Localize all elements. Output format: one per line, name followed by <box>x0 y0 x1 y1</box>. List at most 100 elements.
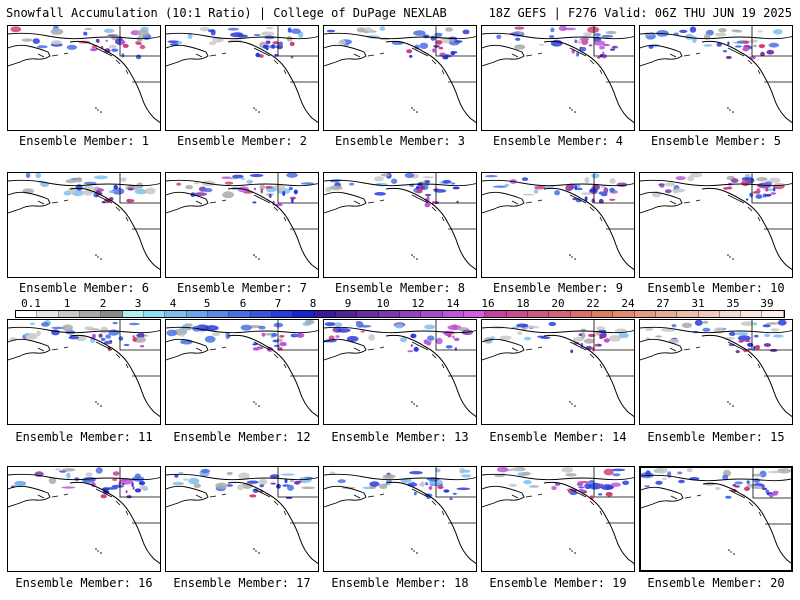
colorbar-swatch <box>463 311 486 317</box>
ensemble-member-map <box>481 172 635 278</box>
ensemble-member-map <box>7 466 161 572</box>
colorbar-tick-label: 5 <box>203 297 211 310</box>
colorbar-tick-label: 8 <box>309 297 317 310</box>
colorbar-tick-label: 35 <box>726 297 740 310</box>
ensemble-member-map <box>639 25 793 131</box>
colorbar-swatch <box>698 311 720 317</box>
colorbar-tick-label: 39 <box>760 297 774 310</box>
colorbar-tick-label: 16 <box>481 297 495 310</box>
colorbar-tick-label: 14 <box>446 297 460 310</box>
colorbar-swatch <box>613 311 635 317</box>
colorbar-tick-label: 31 <box>691 297 705 310</box>
colorbar-tick-label: 12 <box>411 297 425 310</box>
ensemble-member-caption: Ensemble Member: 3 <box>334 134 466 148</box>
ensemble-member-map <box>639 172 793 278</box>
ensemble-member-caption: Ensemble Member: 5 <box>650 134 782 148</box>
colorbar-swatch <box>101 311 123 317</box>
ensemble-member-map <box>481 319 635 425</box>
colorbar-swatch <box>143 311 166 317</box>
colorbar-tick-label: 0.1 <box>21 297 41 310</box>
ensemble-member-map <box>165 319 319 425</box>
colorbar-tick-label: 3 <box>134 297 142 310</box>
ensemble-member-map <box>165 466 319 572</box>
ensemble-member-map <box>7 25 161 131</box>
ensemble-member-caption: Ensemble Member: 18 <box>331 576 469 590</box>
ensemble-member-map <box>7 319 161 425</box>
colorbar-swatch <box>399 311 422 317</box>
ensemble-member-caption: Ensemble Member: 19 <box>489 576 627 590</box>
colorbar-swatch <box>229 311 251 317</box>
colorbar-swatch <box>293 311 315 317</box>
ensemble-member-map <box>481 466 635 572</box>
colorbar-tick-label: 27 <box>656 297 670 310</box>
ensemble-member-caption: Ensemble Member: 9 <box>492 281 624 295</box>
colorbar-swatch <box>762 311 784 317</box>
colorbar-swatch <box>335 311 358 317</box>
ensemble-member-caption: Ensemble Member: 11 <box>15 430 153 444</box>
colorbar-swatch <box>357 311 379 317</box>
colorbar-swatch <box>314 311 336 317</box>
colorbar-tick-label: 1 <box>63 297 71 310</box>
colorbar-swatch <box>719 311 742 317</box>
colorbar-swatch <box>250 311 272 317</box>
colorbar-swatch <box>378 311 400 317</box>
ensemble-member-caption: Ensemble Member: 6 <box>18 281 150 295</box>
chart-title: Snowfall Accumulation (10:1 Ratio) | Col… <box>6 6 447 20</box>
model-run-info: 18Z GEFS | F276 Valid: 06Z THU JUN 19 20… <box>488 6 792 20</box>
colorbar-swatch <box>677 311 699 317</box>
colorbar-swatch <box>165 311 187 317</box>
ensemble-member-map <box>639 319 793 425</box>
colorbar-swatch <box>485 311 507 317</box>
ensemble-member-caption: Ensemble Member: 2 <box>176 134 308 148</box>
ensemble-member-caption: Ensemble Member: 17 <box>173 576 311 590</box>
colorbar-swatch <box>549 311 571 317</box>
colorbar-tick-label: 18 <box>516 297 530 310</box>
ensemble-member-map <box>323 25 477 131</box>
snowfall-colorbar: 0.1 1 2 3 4 5 6 7 8 9 10 12 14 16 18 20 22 24 27 31 35 39 <box>15 298 785 322</box>
colorbar-swatch <box>271 311 294 317</box>
colorbar-swatch <box>655 311 678 317</box>
colorbar-swatch <box>570 311 592 317</box>
ensemble-member-map <box>323 319 477 425</box>
colorbar-swatch <box>207 311 230 317</box>
colorbar-tick-label: 9 <box>344 297 352 310</box>
ensemble-member-caption: Ensemble Member: 12 <box>173 430 311 444</box>
ensemble-member-caption: Ensemble Member: 20 <box>647 576 785 590</box>
ensemble-member-map <box>165 25 319 131</box>
ensemble-member-caption: Ensemble Member: 15 <box>647 430 785 444</box>
ensemble-member-map <box>7 172 161 278</box>
ensemble-member-map <box>481 25 635 131</box>
colorbar-swatch <box>58 311 80 317</box>
colorbar-swatch <box>16 311 38 317</box>
colorbar-swatch <box>122 311 144 317</box>
colorbar-tick-label: 10 <box>376 297 390 310</box>
colorbar-tick-label: 20 <box>551 297 565 310</box>
colorbar-tick-label: 4 <box>169 297 177 310</box>
ensemble-member-map <box>323 466 477 572</box>
colorbar-swatch <box>527 311 550 317</box>
ensemble-member-caption: Ensemble Member: 8 <box>334 281 466 295</box>
ensemble-member-map <box>165 172 319 278</box>
colorbar-swatch <box>79 311 102 317</box>
ensemble-member-caption: Ensemble Member: 1 <box>18 134 150 148</box>
colorbar-swatch <box>37 311 59 317</box>
colorbar-tick-label: 7 <box>274 297 282 310</box>
colorbar-swatch <box>421 311 443 317</box>
ensemble-member-caption: Ensemble Member: 14 <box>489 430 627 444</box>
colorbar-tick-label: 2 <box>99 297 107 310</box>
ensemble-member-caption: Ensemble Member: 7 <box>176 281 308 295</box>
ensemble-member-map <box>323 172 477 278</box>
colorbar-swatches <box>15 310 785 318</box>
ensemble-member-map <box>639 466 793 572</box>
colorbar-swatch <box>634 311 656 317</box>
colorbar-swatch <box>442 311 464 317</box>
colorbar-tick-label: 24 <box>621 297 635 310</box>
colorbar-swatch <box>741 311 763 317</box>
ensemble-member-caption: Ensemble Member: 4 <box>492 134 624 148</box>
ensemble-member-caption: Ensemble Member: 16 <box>15 576 153 590</box>
colorbar-swatch <box>186 311 208 317</box>
colorbar-tick-label: 6 <box>239 297 247 310</box>
colorbar-swatch <box>506 311 528 317</box>
ensemble-member-caption: Ensemble Member: 13 <box>331 430 469 444</box>
colorbar-tick-label: 22 <box>586 297 600 310</box>
